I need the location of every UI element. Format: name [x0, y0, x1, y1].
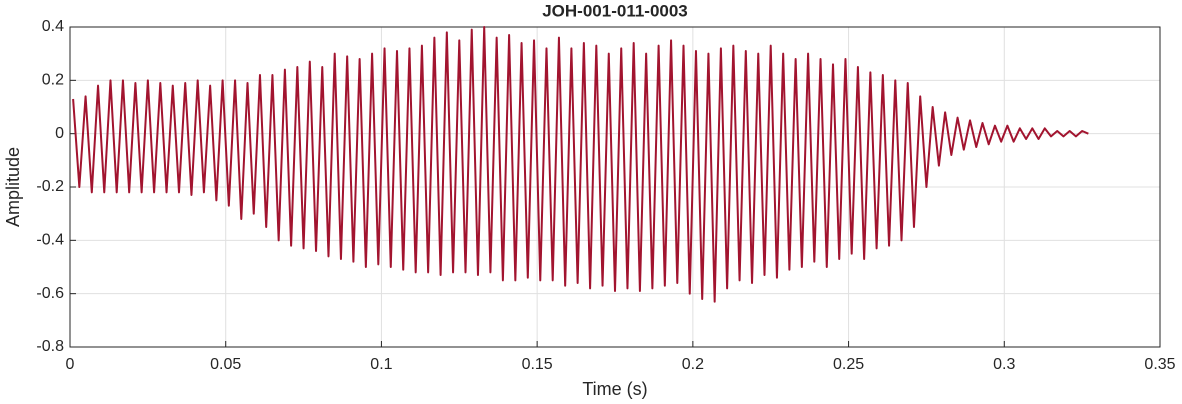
y-tick-label: 0: [55, 125, 64, 142]
x-tick-label: 0.25: [833, 356, 864, 373]
x-tick-label: 0.3: [993, 356, 1015, 373]
x-tick-label: 0.05: [210, 356, 241, 373]
x-axis-label: Time (s): [582, 379, 647, 399]
y-axis-label: Amplitude: [3, 147, 23, 227]
y-tick-label: 0.2: [42, 72, 64, 89]
y-tick-label: 0.4: [42, 18, 64, 35]
y-tick-label: -0.8: [36, 338, 64, 355]
axes-box: [69, 26, 1161, 348]
x-tick-label: 0.15: [522, 356, 553, 373]
x-tick-label: 0.1: [370, 356, 392, 373]
x-tick-label: 0.35: [1144, 356, 1175, 373]
x-tick-label: 0.2: [682, 356, 704, 373]
waveform-line: [72, 26, 1089, 303]
y-tick-label: -0.4: [36, 232, 64, 249]
x-tick-label: 0: [66, 356, 75, 373]
y-tick-label: -0.6: [36, 285, 64, 302]
chart-title: JOH-001-011-0003: [542, 1, 688, 20]
y-tick-label: -0.2: [36, 178, 64, 195]
